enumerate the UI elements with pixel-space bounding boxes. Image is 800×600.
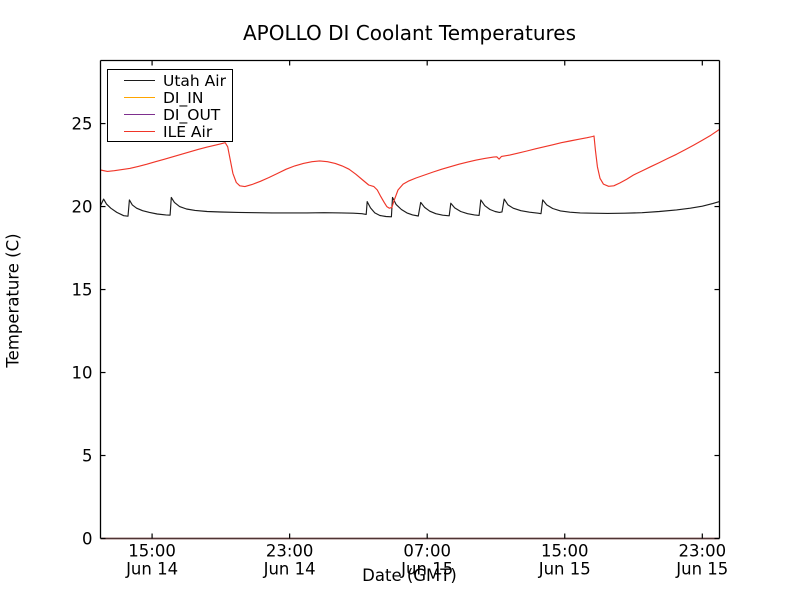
legend-label-di-out: DI_OUT: [163, 105, 221, 124]
legend-line-sample-di-in: [124, 97, 155, 98]
y-tick-label: 25: [72, 115, 93, 134]
y-tick-label: 10: [72, 364, 93, 383]
x-tick-label-date: Jun 14: [263, 560, 316, 579]
legend-line-sample-ile-air: [124, 131, 155, 132]
chart-title: APOLLO DI Coolant Temperatures: [242, 21, 577, 45]
legend-item-ile-air: ILE Air: [124, 122, 232, 141]
x-axis-label: Date (GMT): [362, 566, 457, 585]
legend-item-di-out: DI_OUT: [124, 105, 232, 124]
x-tick-label-date: Jun 15: [538, 560, 591, 579]
x-tick-label-time: 23:00: [679, 542, 727, 561]
x-tick-label-time: 15:00: [541, 542, 589, 561]
legend-label-di-in: DI_IN: [163, 88, 204, 107]
x-tick-label-date: Jun 15: [400, 560, 453, 579]
series-line-ile-air: [100, 128, 720, 209]
legend-label-utah-air: Utah Air: [163, 71, 226, 90]
x-tick-label-time: 15:00: [128, 542, 176, 561]
legend-line-sample-di-out: [124, 114, 155, 115]
legend-item-utah-air: Utah Air: [124, 71, 232, 90]
x-tick-label-date: Jun 15: [675, 560, 728, 579]
y-tick-label: 5: [82, 447, 93, 466]
legend: Utah Air DI_IN DI_OUT ILE Air: [107, 69, 233, 142]
y-tick-label: 20: [72, 198, 93, 217]
legend-line-sample-utah-air: [124, 80, 155, 81]
y-tick-label: 15: [72, 281, 93, 300]
series-line-utah-air: [99, 196, 720, 218]
x-tick-label-date: Jun 14: [125, 560, 178, 579]
x-tick-label-time: 23:00: [266, 542, 314, 561]
y-axis-label: Temperature (C): [3, 233, 23, 368]
x-tick-label-time: 07:00: [403, 542, 451, 561]
legend-label-ile-air: ILE Air: [163, 122, 213, 141]
legend-item-di-in: DI_IN: [124, 88, 232, 107]
y-tick-label: 0: [82, 530, 93, 549]
